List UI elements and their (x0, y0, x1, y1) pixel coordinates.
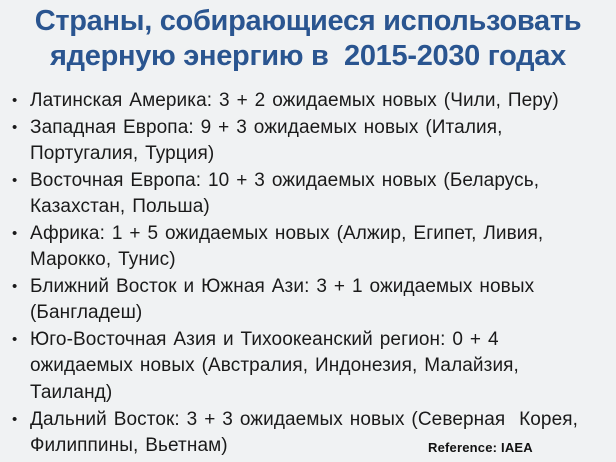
slide-title-line-2: ядерную энергию в 2015-2030 годах (50, 40, 566, 72)
list-item: • Латинская Америка: 3 + 2 ожидаемых новы… (9, 88, 610, 115)
bullet-marker-icon: • (12, 410, 18, 428)
bullet-marker-icon: • (12, 171, 18, 189)
bullet-marker-icon: • (12, 224, 18, 242)
list-item: • Ближний Восток и Южная Ази: 3 + 1 ожида… (9, 274, 610, 327)
slide-title-line-1: Страны, собирающиеся использовать (34, 5, 582, 37)
bullet-text-line: Дальний Восток: 3 + 3 ожидаемых новых (С… (30, 408, 579, 430)
bullet-text-line: Португалия, Турция) (30, 143, 215, 165)
bullet-marker-icon: • (12, 330, 18, 348)
bullet-text-line: ожидаемых новых (Австралия, Индонезия, М… (30, 355, 519, 377)
list-item: • Дальний Восток: 3 + 3 ожидаемых новых (… (9, 407, 610, 460)
bullet-text-line: (Бангладеш) (30, 302, 143, 324)
bullet-marker-icon: • (12, 92, 18, 109)
bullet-text-line: Африка: 1 + 5 ожидаемых новых (Алжир, Ег… (30, 222, 544, 244)
bullet-text-line: Филиппины, Вьетнам) (30, 435, 228, 457)
slide-title: Страны, собирающиеся использовать ядерну… (0, 0, 616, 74)
bullet-text-line: Западная Европа: 9 + 3 ожидаемых новых (… (30, 116, 503, 138)
reference-label: Reference: IAEA (428, 440, 533, 455)
list-item: • Африка: 1 + 5 ожидаемых новых (Алжир, Е… (9, 221, 610, 274)
list-item: • Западная Европа: 9 + 3 ожидаемых новых … (9, 115, 610, 168)
bullet-list: • Латинская Америка: 3 + 2 ожидаемых новы… (0, 88, 616, 460)
bullet-text-line: Казахстан, Польша) (30, 196, 210, 218)
list-item: • Восточная Европа: 10 + 3 ожидаемых новы… (9, 168, 610, 221)
bullet-text-line: Марокко, Тунис) (30, 249, 176, 271)
bullet-text-line: Таиланд) (30, 382, 113, 404)
bullet-text-line: Юго-Восточная Азия и Тихоокеанский регио… (30, 328, 499, 350)
bullet-marker-icon: • (12, 118, 18, 136)
list-item: • Юго-Восточная Азия и Тихоокеанский реги… (9, 327, 610, 407)
bullet-text-line: Восточная Европа: 10 + 3 ожидаемых новых… (30, 169, 540, 191)
bullet-text-line: Латинская Америка: 3 + 2 ожидаемых новых… (30, 90, 559, 111)
bullet-marker-icon: • (12, 277, 18, 295)
bullet-text-line: Ближний Восток и Южная Ази: 3 + 1 ожидае… (30, 275, 535, 297)
